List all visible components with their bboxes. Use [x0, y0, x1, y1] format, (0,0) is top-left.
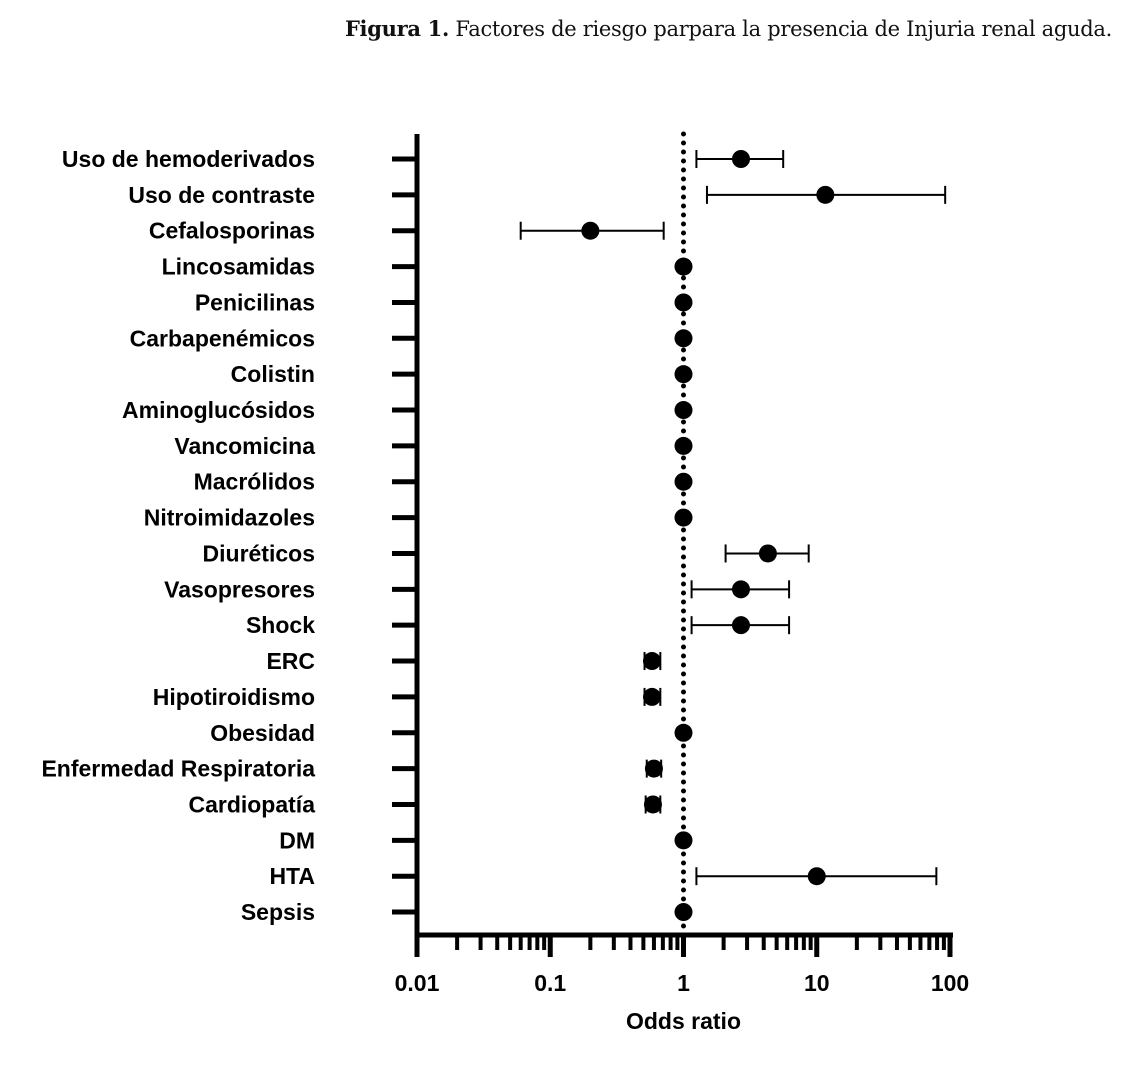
- row-label: Shock: [246, 612, 315, 638]
- row-label: Penicilinas: [195, 289, 315, 315]
- x-tick-label: 100: [931, 970, 969, 996]
- row-label: Diuréticos: [203, 540, 315, 566]
- figure-number: Figura 1.: [344, 16, 449, 41]
- odds-ratio-point: [642, 652, 661, 671]
- odds-ratio-point: [807, 867, 826, 886]
- odds-ratio-point: [731, 580, 750, 599]
- odds-ratio-point: [674, 903, 693, 922]
- row-label: Uso de contraste: [128, 182, 315, 208]
- odds-ratio-point: [674, 365, 693, 384]
- odds-ratio-point: [674, 508, 693, 527]
- x-tick-label: 10: [804, 970, 830, 996]
- row-label: Vancomicina: [174, 433, 315, 459]
- odds-ratio-point: [581, 221, 600, 240]
- odds-ratio-point: [731, 616, 750, 635]
- row-label: Obesidad: [210, 720, 315, 746]
- row-label: ERC: [266, 648, 315, 674]
- odds-ratio-point: [816, 185, 835, 204]
- row-label: Lincosamidas: [162, 254, 315, 280]
- row-label: Cefalosporinas: [149, 218, 315, 244]
- odds-ratio-point: [642, 687, 661, 706]
- row-label: DM: [279, 827, 315, 853]
- row-label: Uso de hemoderivados: [62, 146, 315, 172]
- row-label: Macrólidos: [194, 469, 315, 495]
- row-label: Aminoglucósidos: [122, 397, 315, 423]
- odds-ratio-point: [674, 257, 693, 276]
- odds-ratio-point: [758, 544, 777, 563]
- row-label: Colistin: [231, 361, 315, 387]
- row-label: Cardiopatía: [188, 791, 315, 817]
- odds-ratio-point: [643, 795, 662, 814]
- odds-ratio-point: [674, 831, 693, 850]
- row-label: Carbapenémicos: [130, 325, 315, 351]
- row-label: Vasopresores: [164, 576, 315, 602]
- odds-ratio-point: [674, 723, 693, 742]
- row-label: Hipotiroidismo: [153, 684, 315, 710]
- x-tick-label: 0.1: [534, 970, 566, 996]
- x-tick-label: 1: [677, 970, 690, 996]
- row-label: HTA: [269, 863, 315, 889]
- odds-ratio-point: [674, 401, 693, 420]
- odds-ratio-point: [674, 329, 693, 348]
- odds-ratio-point: [731, 150, 750, 168]
- x-axis-label: Odds ratio: [626, 1008, 741, 1034]
- x-tick-label: 0.01: [395, 970, 440, 996]
- row-label: Enfermedad Respiratoria: [41, 756, 315, 782]
- chart-title: Figura 1. Factores de riesgo parpara la …: [345, 16, 1112, 41]
- odds-ratio-point: [644, 759, 663, 778]
- title-text: Factores de riesgo parpara la presencia …: [455, 17, 1112, 41]
- odds-ratio-point: [674, 436, 693, 455]
- row-label: Sepsis: [241, 899, 315, 925]
- row-label: Nitroimidazoles: [144, 505, 315, 531]
- odds-ratio-point: [674, 293, 693, 312]
- odds-ratio-point: [674, 472, 693, 491]
